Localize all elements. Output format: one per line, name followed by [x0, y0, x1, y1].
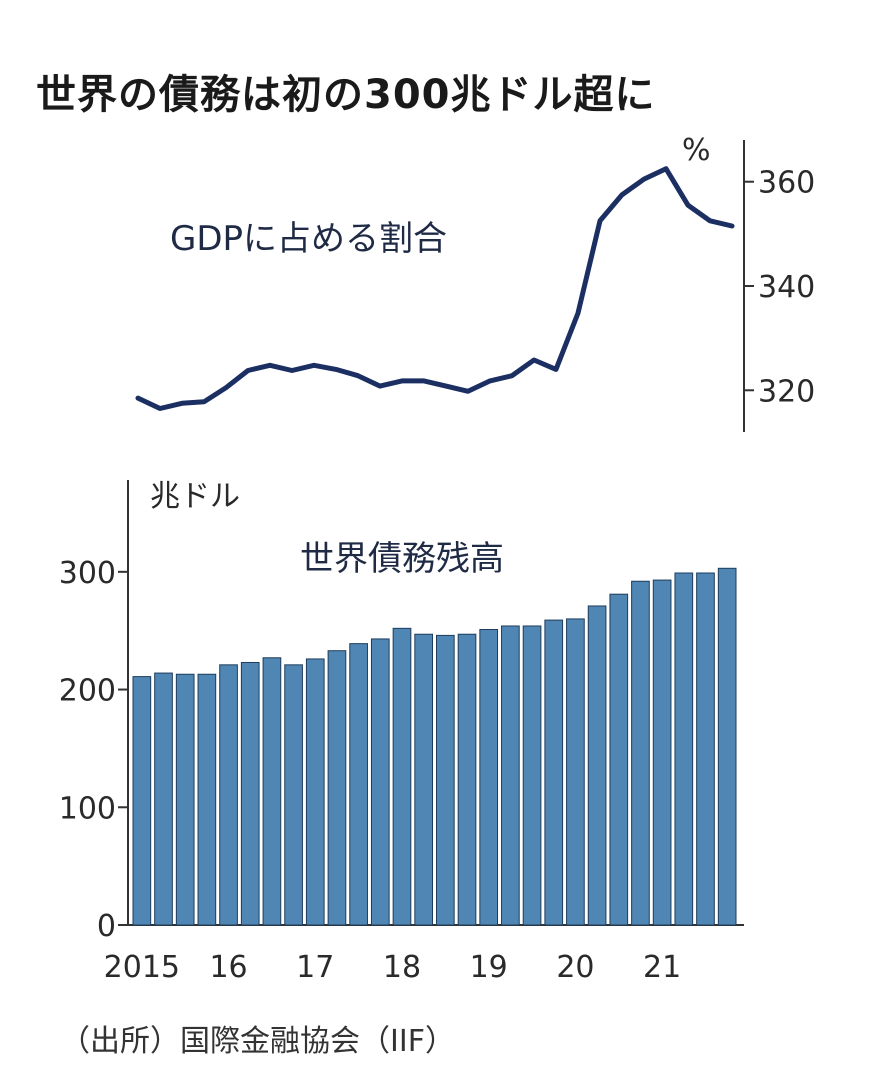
bar-x-tick-label: 17: [296, 950, 334, 985]
bar-x-tick-label: 20: [556, 950, 594, 985]
debt-bar: [479, 629, 499, 926]
debt-bar: [370, 638, 390, 926]
debt-bar: [717, 567, 737, 926]
line-chart-unit: %: [682, 133, 711, 168]
debt-bar: [392, 627, 412, 926]
line-y-tick-label: 340: [758, 270, 815, 305]
debt-bar: [587, 605, 607, 926]
bar-y-tick-label: 200: [59, 674, 116, 709]
debt-bar: [349, 643, 368, 926]
bar-chart-label: 世界債務残高: [300, 539, 504, 579]
debt-bar: [284, 664, 303, 926]
debt-bar: [132, 676, 152, 926]
line-chart-label: GDPに占める割合: [170, 219, 447, 259]
debt-bar: [414, 633, 434, 926]
debt-bar: [566, 618, 585, 926]
bar-x-tick-label: 18: [383, 950, 421, 985]
debt-bar: [696, 572, 715, 926]
bar-x-tick-label: 21: [643, 950, 681, 985]
debt-bar: [501, 625, 520, 926]
bar-x-tick-label: 2015: [104, 950, 180, 985]
debt-bar: [175, 673, 195, 926]
line-y-tick-label: 360: [758, 166, 815, 201]
debt-bar: [305, 658, 325, 926]
bar-y-tick-label: 100: [59, 791, 116, 826]
bar-chart-unit: 兆ドル: [150, 479, 240, 514]
debt-bar: [652, 579, 672, 926]
debt-bar: [436, 634, 455, 926]
debt-bar: [544, 619, 564, 926]
debt-bar: [457, 633, 477, 926]
debt-bar: [197, 673, 217, 926]
debt-bar: [327, 650, 347, 926]
gdp-ratio-series-line: [135, 166, 735, 411]
chart-title: 世界の債務は初の300兆ドル超に: [36, 72, 656, 118]
bar-x-tick-label: 16: [209, 950, 247, 985]
debt-bar: [262, 657, 282, 926]
debt-bar: [219, 664, 238, 926]
debt-bar: [522, 625, 542, 926]
source-note: （出所）国際金融協会（IIF）: [60, 1024, 455, 1059]
bar-x-tick-label: 19: [470, 950, 508, 985]
gdp-ratio-line-chart: GDPに占める割合 % 320 340 360: [135, 133, 815, 432]
debt-bar-chart: 兆ドル 世界債務残高 0 100 200 300 2015 16 17 18 19 20 21: [59, 479, 744, 985]
debt-bar: [240, 661, 260, 926]
debt-bar: [631, 580, 650, 926]
line-y-tick-label: 320: [758, 374, 815, 409]
debt-bar: [609, 593, 629, 926]
bar-y-tick-label: 300: [59, 556, 116, 591]
debt-bar: [674, 572, 694, 926]
bar-y-tick-label: 0: [97, 909, 116, 944]
debt-bar: [154, 672, 173, 926]
